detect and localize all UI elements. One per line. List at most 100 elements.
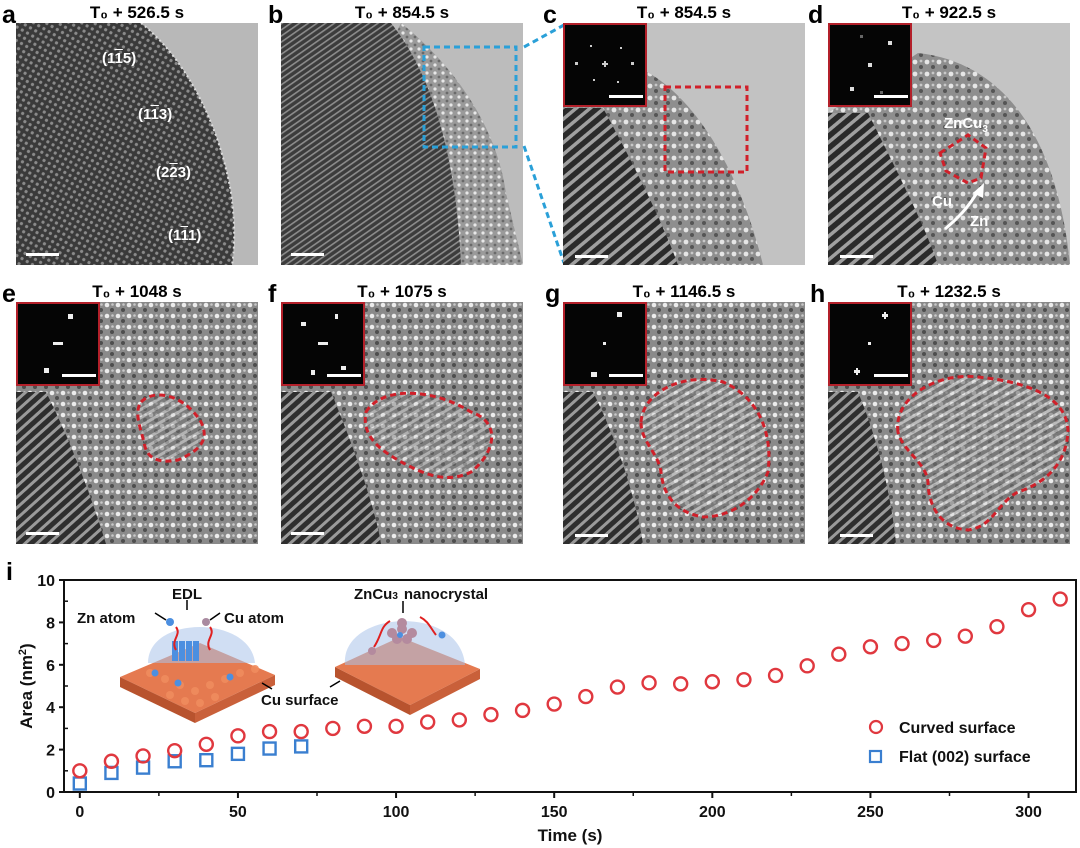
data-point-curved (1052, 591, 1068, 607)
y-tick-label: 10 (37, 573, 55, 590)
data-point-flat (72, 776, 88, 791)
tem-image: ZnCu3 Cu Zn (828, 23, 1070, 265)
data-point-curved (736, 671, 752, 688)
legend-label-flat: Flat (002) surface (899, 749, 1031, 766)
scale-bar (609, 374, 643, 377)
zoom-region-box (422, 45, 518, 149)
zn-atom-label: Zn atom (77, 610, 135, 627)
panel-letter: i (6, 558, 13, 586)
nucleus-outline (363, 391, 494, 479)
miller-index-label: (223) (156, 164, 192, 181)
scale-bar (62, 374, 96, 377)
data-point-curved (578, 688, 594, 705)
y-tick-label: 8 (46, 615, 55, 632)
data-point-curved (388, 718, 404, 734)
nanocrystal-illustration (329, 601, 480, 715)
legend-marker-square (868, 749, 883, 764)
fft-inset (281, 302, 365, 386)
data-point-curved (989, 618, 1005, 635)
fft-inset (563, 302, 647, 386)
data-point-curved (166, 742, 183, 759)
region-outline (663, 85, 749, 174)
panel-letter: d (808, 1, 824, 29)
cu-atom-label: Cu atom (224, 610, 284, 627)
scale-bar (609, 95, 643, 98)
data-point-curved (103, 753, 120, 769)
miller-index-label: (115) (102, 50, 137, 67)
fft-inset (16, 302, 100, 386)
znCu3-label: ZnCu3 (944, 115, 988, 135)
tem-image: (115) (113) (223) (111) (16, 23, 258, 265)
x-tick-label: 100 (383, 804, 410, 821)
lattice-image (828, 302, 1070, 544)
y-tick-label: 6 (46, 658, 55, 675)
data-point-curved (925, 632, 942, 649)
data-point-curved (767, 667, 784, 684)
x-tick-label: 250 (857, 804, 884, 821)
panel-letter: g (545, 280, 561, 308)
panel-title: T₀ + 1146.5 s (632, 282, 736, 301)
scale-bar (840, 255, 873, 258)
scale-bar (575, 534, 608, 537)
edl-illustration (120, 600, 275, 723)
y-tick-label: 2 (46, 743, 55, 760)
fft-inset (563, 23, 647, 107)
data-point-flat (230, 746, 246, 762)
tem-image (16, 302, 258, 544)
data-point-flat (199, 752, 214, 768)
data-point-curved (198, 736, 215, 753)
panel-title: T₀ + 854.5 s (636, 3, 732, 22)
scale-bar (327, 374, 361, 377)
edl-dome (148, 627, 255, 663)
nucleus-outline (136, 393, 206, 463)
data-point-curved (957, 628, 974, 644)
scale-bar (874, 95, 908, 98)
nucleus-outline (896, 374, 1070, 532)
data-point-curved (704, 674, 721, 690)
data-point-curved (135, 748, 151, 764)
data-point-flat (262, 741, 277, 756)
cu-label: Cu (932, 193, 952, 210)
zoom-connector-lines (522, 23, 566, 264)
legend: Curved surface Flat (002) surface (868, 719, 1031, 766)
x-axis-label: Time (s) (538, 826, 603, 845)
data-point-curved (261, 723, 278, 740)
data-point-curved (356, 718, 373, 734)
y-axis-label: Area (nm2) (17, 643, 36, 728)
data-point-curved (293, 723, 309, 740)
scale-bar (840, 534, 873, 537)
zn-label: Zn (970, 213, 989, 230)
scale-bar (26, 253, 59, 256)
data-point-curved (609, 679, 626, 695)
panel-title: T₀ + 526.5 s (89, 3, 185, 22)
scale-bar (575, 255, 608, 258)
x-tick-label: 50 (229, 804, 247, 821)
data-point-curved (483, 706, 499, 723)
tem-image (281, 23, 523, 265)
data-point-curved (831, 646, 847, 662)
panel-letter: f (268, 280, 277, 308)
x-tick-label: 200 (699, 804, 726, 821)
data-point-curved (230, 728, 246, 744)
x-tick-label: 300 (1015, 804, 1042, 821)
y-axis: 0 2 4 6 8 10 (37, 573, 68, 802)
legend-marker-circle (868, 719, 884, 735)
data-point-flat (293, 739, 309, 754)
panel-title: T₀ + 1232.5 s (897, 282, 1001, 301)
y-tick-label: 0 (46, 785, 55, 802)
data-point-curved (451, 712, 468, 728)
cu-surface-label: Cu surface (261, 692, 339, 709)
tem-image (828, 302, 1070, 544)
data-point-curved (419, 714, 436, 730)
edl-label: EDL (172, 586, 202, 603)
data-point-curved (862, 639, 879, 655)
data-point-curved (894, 635, 910, 652)
miller-index-label: (113) (138, 106, 173, 123)
lattice-image (563, 23, 805, 265)
scale-bar (291, 532, 324, 535)
tem-image (281, 302, 523, 544)
panel-letter: e (2, 280, 16, 308)
panel-letter: h (810, 280, 826, 308)
scale-bar (26, 532, 59, 535)
panel-title: T₀ + 1048 s (92, 282, 182, 301)
